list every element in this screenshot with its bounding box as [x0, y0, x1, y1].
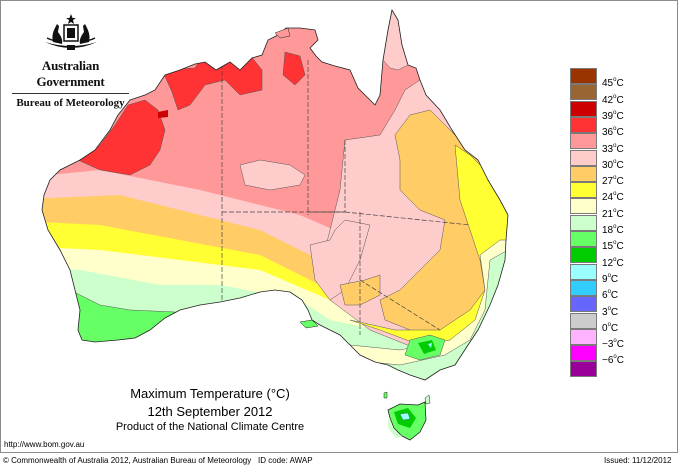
legend-swatch: [570, 116, 597, 133]
legend-label: 36oC: [602, 126, 624, 139]
government-logo: Australian Government Bureau of Meteorol…: [8, 12, 133, 109]
legend-label: 15oC: [602, 240, 624, 253]
legend-swatch: [570, 133, 597, 150]
issued-date: Issued: 11/12/2012: [604, 456, 672, 465]
legend-label: 21oC: [602, 207, 624, 220]
legend-label: 18oC: [602, 224, 624, 236]
legend-swatch: [570, 198, 597, 215]
legend-label: 3oC: [602, 305, 619, 318]
legend-swatch: [570, 345, 597, 362]
legend-label: 42oC: [602, 93, 624, 106]
legend-label: 9oC: [602, 272, 619, 285]
legend-swatch: [570, 247, 597, 264]
legend-swatch: [570, 231, 597, 247]
map-date: 12th September 2012: [147, 404, 273, 419]
map-title: Maximum Temperature (°C): [130, 386, 290, 401]
legend-label: −3oC: [602, 338, 624, 351]
legend-swatch: [570, 328, 597, 345]
legend-label: 6oC: [602, 289, 619, 302]
id-code: ID code: AWAP: [258, 456, 313, 465]
legend-swatch: [570, 68, 597, 84]
legend-label: 30oC: [602, 158, 624, 171]
coat-of-arms-icon: [44, 14, 97, 50]
legend-label: −6oC: [602, 354, 624, 367]
legend-label: 0oC: [602, 321, 619, 334]
legend-label: 33oC: [602, 142, 624, 155]
legend-swatch: [570, 263, 597, 280]
copyright-text: © Commonwealth of Australia 2012, Austra…: [3, 456, 252, 465]
legend-swatch: [570, 361, 597, 378]
legend-label: 39oC: [602, 109, 624, 122]
map-product: Product of the National Climate Centre: [115, 421, 305, 433]
legend-label: 24oC: [602, 191, 624, 204]
legend-swatch: [570, 296, 597, 313]
legend-swatch: [570, 214, 597, 231]
temperature-map: [41, 9, 509, 441]
government-title: Australian Government: [36, 58, 105, 89]
legend-swatch: [570, 182, 597, 199]
legend-swatch: [570, 279, 597, 296]
legend-swatch: [570, 165, 597, 182]
legend-label: 12oC: [602, 256, 624, 269]
logo-divider: [12, 93, 129, 94]
legend-swatch: [570, 312, 597, 329]
legend-label: 45oC: [602, 77, 624, 90]
bom-url-link[interactable]: http://www.bom.gov.au: [4, 440, 85, 449]
legend-swatch: [570, 84, 597, 101]
legend-swatch: [570, 100, 597, 117]
bureau-title: Bureau of Meteorology: [16, 97, 125, 109]
legend-swatch: [570, 149, 597, 166]
legend-label: 27oC: [602, 175, 624, 188]
